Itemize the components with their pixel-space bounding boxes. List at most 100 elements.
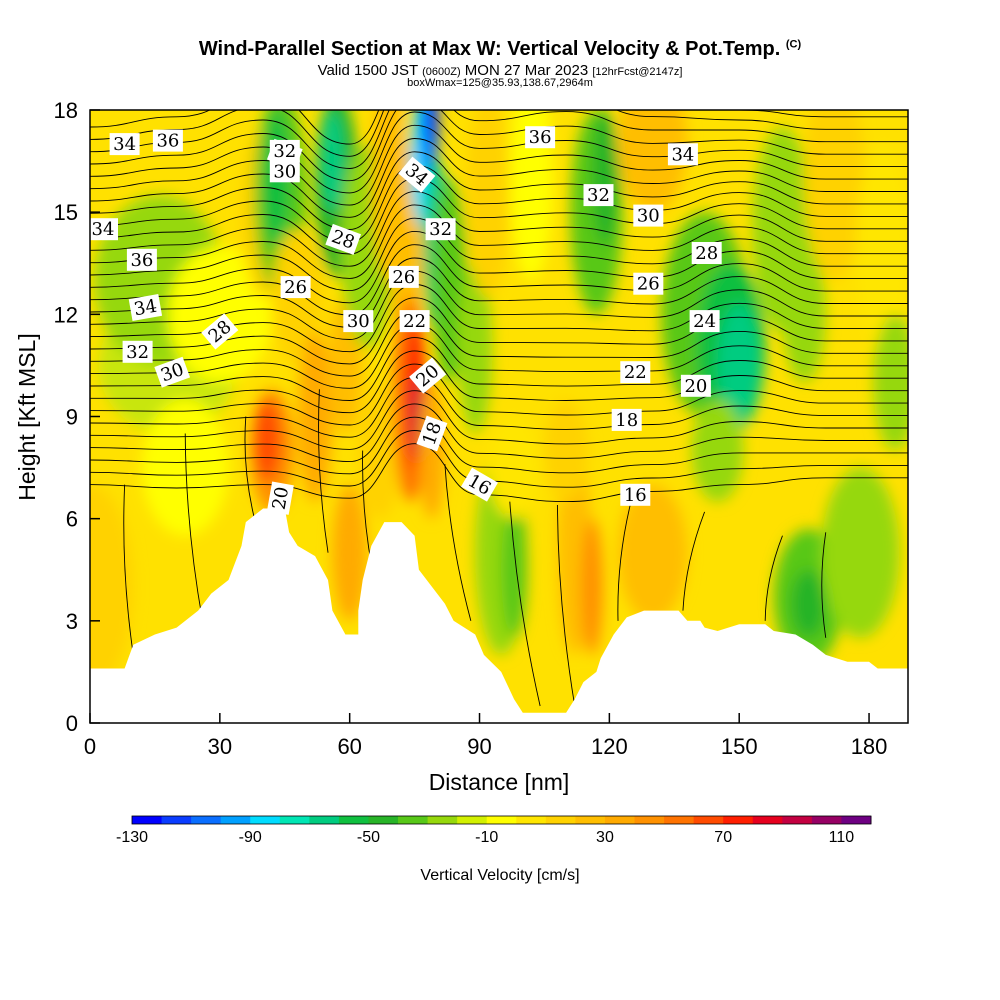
velocity-cell xyxy=(717,304,761,427)
velocity-cell xyxy=(297,331,333,502)
isentrope-line xyxy=(509,501,541,707)
contour-label-bg xyxy=(583,184,614,207)
y-tick-label: 3 xyxy=(66,609,78,634)
contour-label-text: 28 xyxy=(695,243,718,264)
velocity-cell xyxy=(509,110,554,281)
isentrope-line xyxy=(123,484,134,655)
velocity-cell xyxy=(544,399,588,502)
contour-label-bg xyxy=(122,340,153,363)
contour-label-bg xyxy=(461,467,498,502)
contour-label-text: 32 xyxy=(429,219,452,240)
contour-label-text: 32 xyxy=(126,342,149,363)
contour-label-bg xyxy=(88,218,118,241)
contour-label-bg xyxy=(611,408,642,431)
contour-label-bg xyxy=(633,204,664,227)
terrain xyxy=(90,508,908,723)
contour-label: 30 xyxy=(343,310,374,333)
colorbar-swatch xyxy=(309,816,340,824)
isentrope-line xyxy=(90,138,908,218)
velocity-cell xyxy=(691,399,744,502)
contour-label-text: 26 xyxy=(392,267,415,288)
colorbar-swatch xyxy=(191,816,222,824)
y-tick-label: 0 xyxy=(66,711,78,736)
contour-label-text: 20 xyxy=(684,376,707,397)
isentrope-line xyxy=(90,177,908,255)
isentrope-line xyxy=(90,416,908,475)
contour-label: 34 xyxy=(109,133,140,156)
contour-label-bg xyxy=(525,126,556,149)
copyright-mark: (C) xyxy=(785,38,802,51)
colorbar-frame xyxy=(131,815,872,825)
contour-label-bg xyxy=(266,481,294,515)
isentrope-line xyxy=(90,110,908,169)
isentrope-line xyxy=(90,151,908,230)
isentrope-line xyxy=(90,350,908,414)
velocity-cell xyxy=(782,246,826,383)
isentrope-line xyxy=(556,505,576,707)
velocity-cell xyxy=(791,569,826,638)
colorbar-swatch xyxy=(516,816,547,824)
contour-label-text: 34 xyxy=(132,296,158,321)
contour-label-text: 30 xyxy=(637,206,660,227)
contour-label-bg xyxy=(633,272,664,295)
contour-label: 28 xyxy=(691,242,722,264)
colorbar-swatch xyxy=(161,816,192,824)
colorbar: -130 -90 -50 -10 30 70 110 xyxy=(116,815,872,846)
contour-label: 36 xyxy=(126,248,157,271)
colorbar-swatch xyxy=(457,816,488,824)
isentrope-line xyxy=(90,204,908,279)
contour-label-text: 34 xyxy=(671,144,694,165)
contour-label-text: 16 xyxy=(624,485,647,506)
colorbar-swatch xyxy=(811,816,842,824)
isentrope-line xyxy=(184,433,203,621)
contour-label-bg xyxy=(691,242,722,264)
colorbar-swatch xyxy=(841,816,872,824)
isentrope-line xyxy=(90,297,908,365)
contour-labels: 3434363634323028263230282630222634322018… xyxy=(88,126,722,515)
x-tick-label: 0 xyxy=(84,734,96,759)
velocity-cell xyxy=(332,484,367,621)
colorbar-tick-label: -50 xyxy=(357,829,380,846)
isentrope-line xyxy=(318,389,329,553)
velocity-cell xyxy=(581,518,603,655)
contour-label-bg xyxy=(416,415,448,452)
plot-area xyxy=(90,110,908,723)
colorbar-swatch xyxy=(545,816,576,824)
colorbar-swatch xyxy=(752,816,783,824)
contour-label: 16 xyxy=(620,483,651,506)
y-tick-label: 12 xyxy=(54,302,78,327)
potential-temperature-contours xyxy=(90,110,908,707)
contour-label-bg xyxy=(398,156,436,193)
contour-label-bg xyxy=(689,310,720,333)
isentrope-line xyxy=(617,501,632,621)
contour-label-text: 24 xyxy=(693,311,716,332)
x-tick-label: 60 xyxy=(337,734,361,759)
contour-label: 34 xyxy=(667,143,698,166)
isentrope-line xyxy=(90,323,908,389)
valid-date: MON 27 Mar 2023 xyxy=(464,62,589,79)
contour-label: 34 xyxy=(88,218,118,241)
velocity-cell xyxy=(167,246,272,383)
contour-label-bg xyxy=(109,133,140,156)
contour-label-bg xyxy=(126,248,157,271)
colorbar-swatch xyxy=(279,816,310,824)
y-axis: 0 3 6 9 12 15 18 xyxy=(54,98,100,736)
contour-label-bg xyxy=(154,356,191,388)
contour-label: 26 xyxy=(388,265,419,288)
contour-label: 30 xyxy=(633,204,664,227)
contour-label: 26 xyxy=(280,276,311,299)
velocity-cell xyxy=(358,382,402,519)
contour-label-text: 30 xyxy=(347,311,370,332)
colorbar-swatch xyxy=(132,816,163,824)
contour-label: 30 xyxy=(269,160,300,183)
velocity-cell xyxy=(804,110,865,281)
contour-label-bg xyxy=(280,276,311,299)
isentrope-line xyxy=(90,390,908,450)
isentrope-line xyxy=(90,191,908,267)
colorbar-label: Vertical Velocity [cm/s] xyxy=(420,867,579,884)
contour-label-text: 34 xyxy=(113,134,136,155)
colorbar-tick-label: 30 xyxy=(596,829,614,846)
contour-label: 22 xyxy=(399,310,430,333)
isentrope-line xyxy=(682,511,706,611)
contour-label-text: 34 xyxy=(92,219,115,240)
